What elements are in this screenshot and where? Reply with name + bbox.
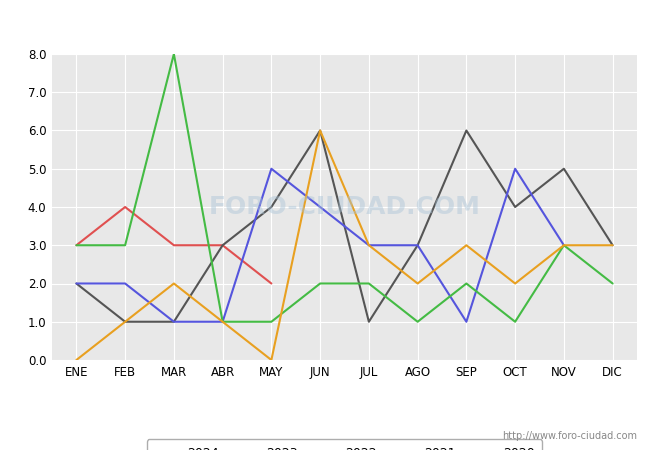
- Text: FORO-CIUDAD.COM: FORO-CIUDAD.COM: [209, 195, 480, 219]
- Legend: 2024, 2023, 2022, 2021, 2020: 2024, 2023, 2022, 2021, 2020: [147, 439, 542, 450]
- Text: Matriculaciones de Vehiculos en Barcarrota: Matriculaciones de Vehiculos en Barcarro…: [146, 16, 504, 34]
- Text: http://www.foro-ciudad.com: http://www.foro-ciudad.com: [502, 431, 637, 441]
